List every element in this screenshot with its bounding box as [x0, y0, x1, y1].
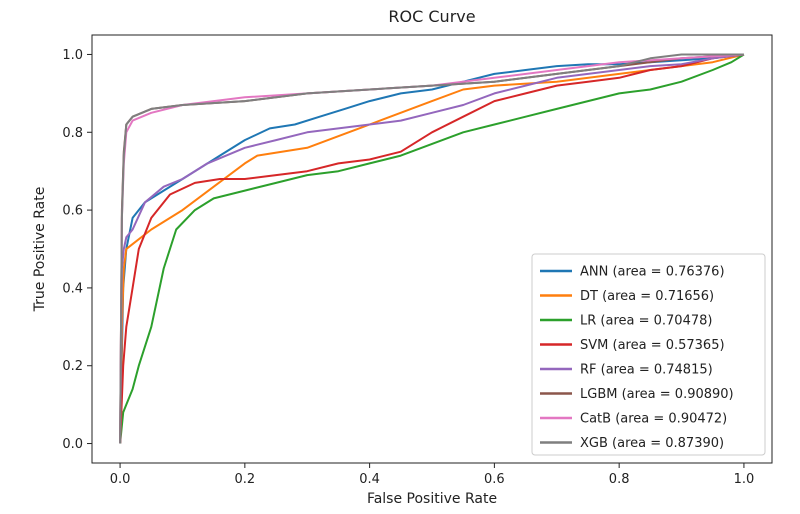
x-axis-label: False Positive Rate	[367, 491, 497, 507]
y-tick-label: 0.2	[62, 359, 83, 374]
legend-label: ANN (area = 0.76376)	[580, 265, 725, 280]
y-tick-label: 0.4	[62, 281, 83, 296]
legend-label: SVM (area = 0.57365)	[580, 338, 725, 353]
x-tick-label: 0.2	[235, 472, 256, 487]
y-tick-label: 1.0	[62, 48, 83, 63]
legend-label: DT (area = 0.71656)	[580, 289, 714, 304]
x-axis-ticks: 0.0 0.2 0.4 0.6 0.8 1.0	[110, 463, 755, 487]
legend-label: CatB (area = 0.90472)	[580, 412, 727, 427]
x-tick-label: 1.0	[734, 472, 755, 487]
roc-curve-4	[119, 53, 745, 444]
x-tick-label: 0.0	[110, 472, 131, 487]
roc-curve-2	[119, 53, 745, 444]
y-tick-label: 0.6	[62, 204, 83, 219]
y-tick-label: 0.8	[62, 126, 83, 141]
legend-box	[531, 253, 766, 456]
y-tick-label: 0.0	[62, 437, 83, 452]
roc-curve-1	[119, 53, 745, 444]
legend-label: LGBM (area = 0.90890)	[580, 387, 734, 402]
legend-label: LR (area = 0.70478)	[580, 314, 712, 329]
roc-curve-3	[119, 53, 745, 444]
curves	[119, 53, 745, 444]
legend: ANN (area = 0.76376) DT (area = 0.71656) L…	[531, 253, 766, 456]
x-tick-label: 0.4	[359, 472, 380, 487]
legend-label: XGB (area = 0.87390)	[580, 436, 724, 451]
x-tick-label: 0.6	[484, 472, 505, 487]
x-tick-label: 0.8	[609, 472, 630, 487]
chart-title: ROC Curve	[388, 7, 475, 26]
legend-label: RF (area = 0.74815)	[580, 363, 713, 378]
y-axis-label: True Positive Rate	[32, 187, 48, 313]
y-axis-ticks: 0.0 0.2 0.4 0.6 0.8 1.0	[62, 48, 92, 452]
roc-curve-7	[119, 53, 744, 444]
